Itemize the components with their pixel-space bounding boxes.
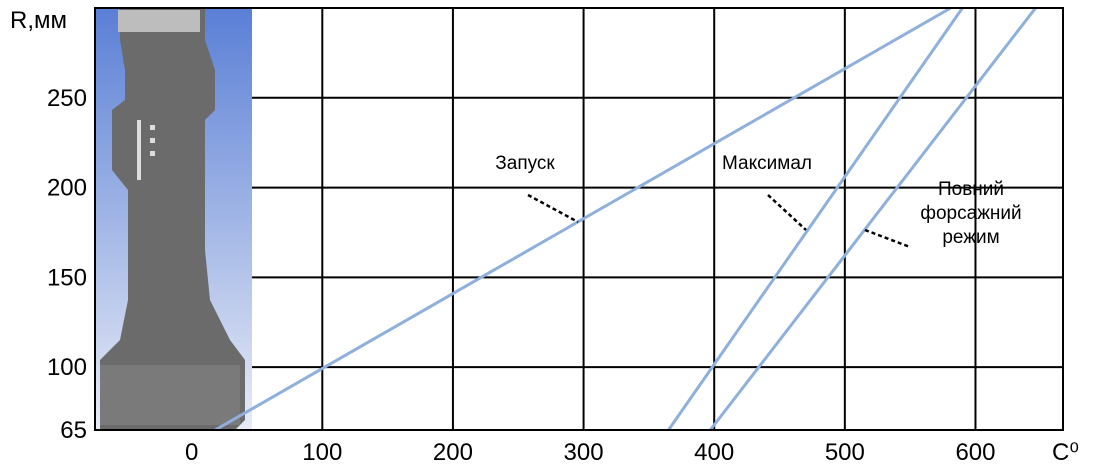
page: R,мм C⁰ 65 100 150 200 250 0 100 200 300 400 500 60… — [0, 0, 1093, 465]
annotation: Запуск — [470, 152, 580, 176]
y-axis-label: R,мм — [10, 7, 67, 34]
blade-image — [95, 8, 252, 430]
x-tick-label: 600 — [955, 439, 995, 465]
y-tick-label: 100 — [47, 354, 87, 381]
x-tick-label: 100 — [302, 439, 342, 465]
x-tick-label: 300 — [564, 439, 604, 465]
y-tick-label: 200 — [47, 175, 87, 202]
leaders — [528, 195, 910, 247]
x-tick-label: 200 — [433, 439, 473, 465]
x-axis-label: C⁰ — [1052, 439, 1079, 465]
annotation: Повний форсажний режим — [916, 178, 1026, 250]
y-tick-label: 250 — [47, 85, 87, 112]
annotation: Максимал — [712, 152, 822, 176]
y-tick-label: 150 — [47, 264, 87, 291]
y-tick-label: 65 — [60, 417, 87, 444]
x-tick-label: 0 — [185, 439, 198, 465]
x-tick-label: 500 — [825, 439, 865, 465]
x-tick-label: 400 — [694, 439, 734, 465]
